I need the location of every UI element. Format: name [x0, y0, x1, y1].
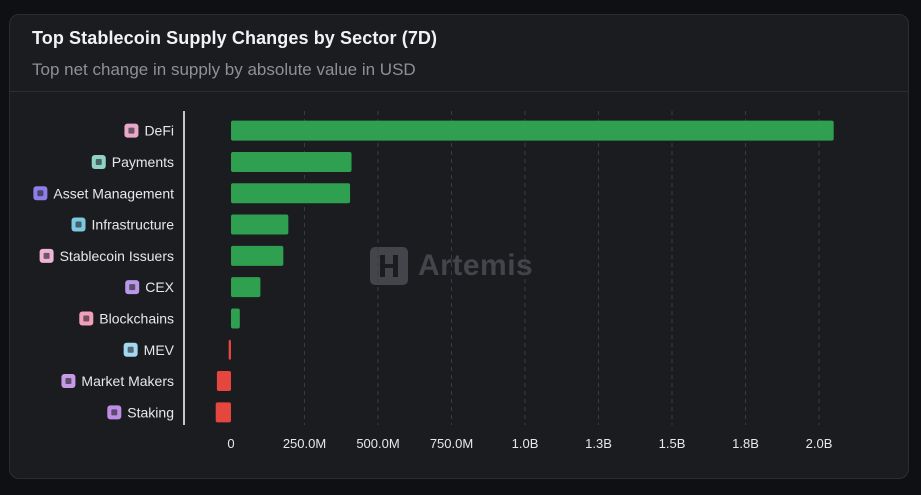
- bar-asset-management: [231, 183, 351, 204]
- x-tick-label: 1.3B: [585, 436, 612, 451]
- category-label: Market Makers: [81, 373, 174, 389]
- x-tick-label: 2.0B: [806, 436, 833, 451]
- cex-icon-glyph: [129, 284, 136, 291]
- x-tick-label: 1.8B: [732, 436, 759, 451]
- artemis-logo-icon: [370, 247, 408, 285]
- category-label: Staking: [127, 404, 174, 420]
- bar-stablecoin-issuers: [231, 245, 284, 266]
- category-label: DeFi: [144, 123, 174, 139]
- category-label: Stablecoin Issuers: [60, 248, 174, 264]
- category-label: Asset Management: [53, 185, 174, 201]
- market-makers-icon-glyph: [65, 378, 72, 385]
- category-label: Payments: [112, 154, 174, 170]
- category-label: MEV: [144, 342, 175, 358]
- infrastructure-icon-glyph: [75, 221, 82, 228]
- staking-icon-glyph: [111, 409, 118, 416]
- bar-infrastructure: [231, 214, 289, 235]
- x-tick-label: 1.5B: [659, 436, 686, 451]
- watermark-text: Artemis: [418, 249, 534, 282]
- blockchains-icon-glyph: [83, 315, 90, 322]
- header-divider: [10, 91, 908, 92]
- bar-payments: [231, 151, 352, 172]
- payments-icon-glyph: [95, 158, 102, 165]
- asset-management-icon-glyph: [37, 190, 44, 197]
- bar-market-makers: [216, 371, 231, 392]
- defi-icon-glyph: [128, 127, 135, 134]
- chart-card: Top Stablecoin Supply Changes by Sector …: [9, 14, 909, 479]
- category-label: Blockchains: [99, 310, 174, 326]
- chart-subtitle: Top net change in supply by absolute val…: [32, 60, 416, 79]
- x-tick-label: 0: [227, 436, 234, 451]
- x-tick-label: 500.0M: [356, 436, 399, 451]
- bar-staking: [215, 402, 231, 423]
- bar-defi: [231, 120, 834, 141]
- category-label: CEX: [145, 279, 174, 295]
- x-tick-label: 250.0M: [283, 436, 326, 451]
- artemis-watermark: Artemis: [370, 247, 533, 285]
- bar-blockchains: [231, 308, 240, 329]
- chart-title: Top Stablecoin Supply Changes by Sector …: [32, 28, 438, 48]
- mev-icon-glyph: [127, 346, 134, 353]
- bar-mev: [228, 339, 231, 360]
- x-tick-label: 1.0B: [512, 436, 539, 451]
- bar-cex: [231, 277, 261, 298]
- x-tick-label: 750.0M: [430, 436, 473, 451]
- category-label: Infrastructure: [92, 217, 175, 233]
- stablecoin-issuers-icon-glyph: [43, 252, 50, 259]
- bar-chart: DeFi Payments Asset Management Infrastructu…: [33, 111, 834, 451]
